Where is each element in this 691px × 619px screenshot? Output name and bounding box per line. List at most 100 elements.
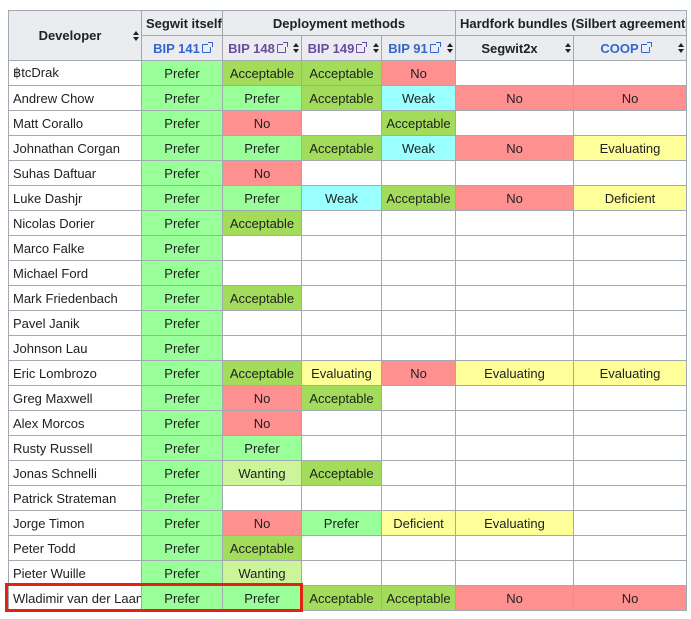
column-header[interactable]: BIP 141 (141, 35, 223, 61)
table-row: Suhas Daftuar Prefer No (8, 160, 687, 186)
position-cell: Acceptable (301, 60, 382, 86)
empty-cell (573, 485, 687, 511)
developer-cell: Greg Maxwell (8, 385, 142, 411)
table-row: Alex Morcos Prefer No (8, 410, 687, 436)
empty-cell (455, 435, 574, 461)
empty-cell (301, 310, 382, 336)
position-cell: Prefer (141, 410, 223, 436)
position-cell: Acceptable (301, 85, 382, 111)
empty-cell (381, 285, 456, 311)
column-header[interactable]: Segwit2x (455, 35, 574, 61)
empty-cell (455, 560, 574, 586)
group-header: Hardfork bundles (Silbert agreement) (455, 10, 687, 36)
position-cell: No (222, 510, 302, 536)
empty-cell (301, 285, 382, 311)
table-row: Marco Falke Prefer (8, 235, 687, 261)
empty-cell (222, 485, 302, 511)
position-cell: No (222, 160, 302, 186)
position-cell: Prefer (141, 560, 223, 586)
developer-cell: Andrew Chow (8, 85, 142, 111)
position-cell: Prefer (222, 85, 302, 111)
column-link[interactable]: BIP 91 (388, 40, 428, 56)
position-cell: No (455, 135, 574, 161)
column-link[interactable]: BIP 141 (153, 40, 200, 56)
position-cell: Acceptable (301, 585, 382, 611)
position-cell: Wanting (222, 460, 302, 486)
position-cell: Prefer (141, 360, 223, 386)
empty-cell (573, 385, 687, 411)
empty-cell (573, 110, 687, 136)
position-cell: Prefer (141, 160, 223, 186)
table-row: Johnson Lau Prefer (8, 335, 687, 361)
position-cell: Acceptable (222, 60, 302, 86)
empty-cell (455, 335, 574, 361)
position-cell: Prefer (141, 260, 223, 286)
developer-cell: Matt Corallo (8, 110, 142, 136)
developer-cell: Johnson Lau (8, 335, 142, 361)
column-header[interactable]: Developer (8, 10, 142, 61)
empty-cell (301, 160, 382, 186)
empty-cell (573, 410, 687, 436)
position-cell: Acceptable (381, 110, 456, 136)
position-cell: Prefer (141, 510, 223, 536)
position-cell: Prefer (141, 285, 223, 311)
empty-cell (573, 235, 687, 261)
column-link[interactable]: COOP (600, 40, 639, 56)
empty-cell (381, 435, 456, 461)
position-cell: Prefer (141, 485, 223, 511)
column-link[interactable]: BIP 149 (307, 40, 355, 56)
empty-cell (455, 110, 574, 136)
table-row: Eric Lombrozo Prefer Acceptable Evaluating N… (8, 360, 687, 386)
position-cell: Acceptable (381, 585, 456, 611)
position-cell: Acceptable (301, 460, 382, 486)
position-cell: Wanting (222, 560, 302, 586)
empty-cell (455, 385, 574, 411)
position-cell: Prefer (141, 460, 223, 486)
empty-cell (455, 260, 574, 286)
position-cell: Prefer (222, 585, 302, 611)
position-cell: Deficient (573, 185, 687, 211)
position-cell: Evaluating (573, 360, 687, 386)
position-cell: Evaluating (455, 360, 574, 386)
position-cell: Evaluating (301, 360, 382, 386)
position-cell: No (455, 585, 574, 611)
developer-cell: Mark Friedenbach (8, 285, 142, 311)
developer-cell: Patrick Strateman (8, 485, 142, 511)
position-cell: Prefer (141, 335, 223, 361)
column-header[interactable]: COOP (573, 35, 687, 61)
column-header[interactable]: BIP 91 (381, 35, 456, 61)
empty-cell (455, 460, 574, 486)
column-header[interactable]: BIP 149 (301, 35, 382, 61)
empty-cell (573, 560, 687, 586)
position-cell: Acceptable (381, 185, 456, 211)
position-cell: Prefer (141, 135, 223, 161)
position-cell: Acceptable (301, 135, 382, 161)
position-cell: Prefer (141, 235, 223, 261)
position-cell: No (573, 85, 687, 111)
table-row: Jonas Schnelli Prefer Wanting Acceptable (8, 460, 687, 486)
position-cell: Acceptable (222, 210, 302, 236)
empty-cell (301, 410, 382, 436)
position-cell: No (381, 360, 456, 386)
developer-cell: Peter Todd (8, 535, 142, 561)
empty-cell (455, 310, 574, 336)
empty-cell (222, 335, 302, 361)
empty-cell (573, 535, 687, 561)
position-cell: Prefer (301, 510, 382, 536)
empty-cell (381, 460, 456, 486)
header-row: BIP 141 BIP 148 BIP 149 BIP 91 Segwit2x COOP (9, 35, 687, 61)
table-row: Johnathan Corgan Prefer Prefer Acceptable We… (8, 135, 687, 161)
position-cell: Prefer (141, 60, 223, 86)
table-row: Matt Corallo Prefer No Acceptable (8, 110, 687, 136)
empty-cell (301, 560, 382, 586)
column-link[interactable]: BIP 148 (228, 40, 275, 56)
empty-cell (455, 410, 574, 436)
header-text: Segwit2x (481, 40, 538, 56)
empty-cell (573, 310, 687, 336)
table-row: Rusty Russell Prefer Prefer (8, 435, 687, 461)
developer-cell: Jonas Schnelli (8, 460, 142, 486)
table-row: Greg Maxwell Prefer No Acceptable (8, 385, 687, 411)
position-cell: Acceptable (301, 385, 382, 411)
empty-cell (381, 535, 456, 561)
column-header[interactable]: BIP 148 (222, 35, 302, 61)
